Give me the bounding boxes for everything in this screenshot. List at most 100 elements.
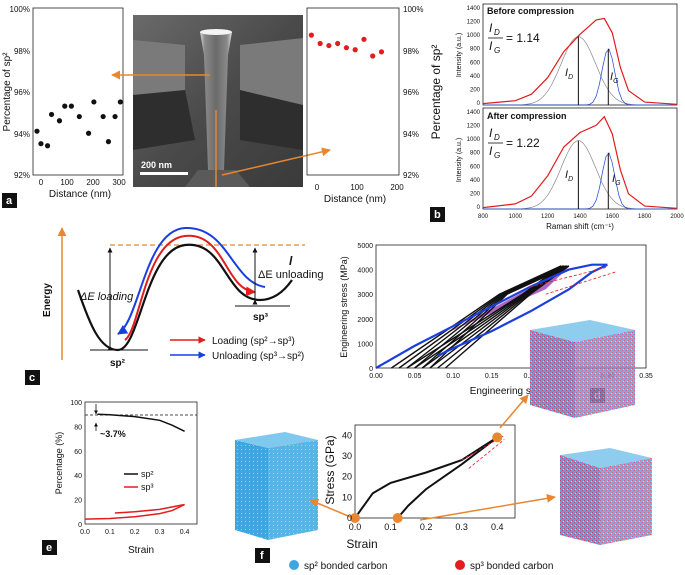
ytick: 4000 — [357, 268, 373, 275]
state-marker — [350, 513, 360, 523]
d-peak-fit — [483, 36, 677, 106]
arrow-to-unloaded-cube — [419, 493, 556, 521]
panel-b-bottom-ylabel: Intensity (a.u.) — [456, 138, 463, 182]
panel-b: Before compression After compression I D… — [430, 3, 684, 231]
xtick: 0.0 — [349, 522, 362, 532]
panel-b-top-title: Before compression — [487, 6, 574, 16]
ytick: 3000 — [357, 292, 373, 299]
xtick: 0.0 — [80, 529, 90, 536]
xtick: 0.10 — [446, 373, 460, 380]
unloading-curve — [396, 436, 498, 519]
ytick: 0 — [347, 513, 352, 523]
xtick: 200 — [86, 178, 100, 187]
data-point — [38, 141, 44, 147]
ytick: 40 — [342, 430, 352, 440]
unloading-path — [117, 226, 266, 335]
panel-a: 100% 98% 96% 94% 92% 0 100 200 300 Perce… — [2, 5, 443, 208]
cube-initial — [235, 432, 318, 540]
xtick: 1400 — [573, 214, 587, 220]
panel-label-f: f — [255, 548, 270, 563]
ytick: 80 — [74, 424, 82, 431]
panel-f-xlabel: Strain — [346, 537, 377, 551]
de-unloading-label: ΔE unloading — [258, 269, 323, 281]
svg-text:b: b — [434, 209, 441, 221]
ytick: 1400 — [467, 110, 481, 116]
ytick: 60 — [74, 449, 82, 456]
svg-text:I: I — [489, 21, 493, 35]
data-point — [62, 103, 68, 109]
panel-e-xlabel: Strain — [128, 545, 154, 556]
legend-sp2-label: sp² — [141, 469, 154, 479]
svg-text:I: I — [489, 126, 493, 140]
data-point — [76, 113, 82, 120]
panel-d-yticks: 0 1000 2000 3000 4000 5000 — [357, 243, 373, 373]
d-peak-fit — [483, 140, 677, 210]
panel-a-left-xticks: 0 100 200 300 — [39, 178, 126, 187]
raman-spectrum — [482, 17, 678, 105]
data-point — [91, 99, 97, 105]
ytick: 20 — [74, 498, 82, 505]
ytick: 96% — [14, 88, 30, 97]
xtick: 0 — [315, 183, 320, 192]
energy-curve — [76, 243, 293, 352]
ytick: 98% — [403, 47, 419, 56]
ytick: 0 — [369, 366, 373, 373]
panel-f-curves — [350, 432, 505, 523]
data-point — [361, 36, 367, 42]
panel-b-top-ratio: I D I G = 1.14 — [488, 21, 540, 55]
arrow-to-initial-cube — [309, 498, 354, 519]
ytick: 92% — [14, 171, 30, 180]
xtick: 0 — [39, 178, 44, 187]
ytick: 40 — [74, 473, 82, 480]
ytick: 1400 — [467, 6, 481, 12]
panel-b-xticks: 800 1000 1200 1400 1600 1800 2000 — [478, 214, 684, 220]
ytick: 100% — [10, 5, 30, 14]
xtick: 0.2 — [420, 522, 433, 532]
panel-a-left-yticks: 100% 98% 96% 94% 92% — [10, 5, 30, 180]
svg-text:a: a — [6, 195, 13, 207]
ytick: 94% — [403, 130, 419, 139]
panel-f-yticks: 0 10 20 30 40 — [342, 430, 352, 523]
data-point — [343, 45, 350, 51]
cycle-curve — [421, 265, 565, 369]
panel-a-right-xticks: 0 100 200 — [315, 183, 404, 192]
data-point — [100, 113, 106, 120]
xtick: 0.2 — [130, 529, 140, 536]
panel-c: Energy ΔE loading ΔE unloading l sp² sp³… — [25, 226, 323, 385]
sp3-curve — [114, 503, 185, 514]
xtick: 0.00 — [369, 373, 383, 380]
ytick: 600 — [470, 60, 481, 66]
xtick: 200 — [390, 183, 404, 192]
data-point — [56, 118, 63, 124]
legend-sp2-dot — [289, 560, 299, 570]
data-point — [335, 40, 341, 47]
legend-unloading-label: Unloading (sp³→sp²) — [212, 351, 304, 362]
data-point — [34, 128, 40, 134]
panel-e-frame — [84, 401, 198, 525]
raman-spectrum — [482, 115, 678, 209]
scale-bar-label: 200 nm — [141, 160, 172, 170]
curve-marker-l: l — [289, 254, 293, 268]
panel-f: 0 10 20 30 40 0.0 0.1 0.2 0.3 0.4 Stress (GPa) S… — [235, 320, 652, 572]
data-point — [68, 103, 74, 109]
ytick: 0 — [477, 101, 481, 107]
panel-label-a: a — [2, 193, 17, 208]
sp2-well-label: sp² — [110, 358, 126, 369]
g-peak-fit — [483, 48, 677, 106]
data-point — [44, 143, 51, 149]
svg-text:I: I — [489, 144, 493, 158]
panel-e-xticks: 0.0 0.1 0.2 0.3 0.4 — [80, 529, 189, 536]
scale-bar — [140, 172, 188, 175]
ytick: 100% — [403, 5, 423, 14]
state-marker — [492, 432, 503, 443]
ytick: 5000 — [357, 243, 373, 250]
svg-text:f: f — [260, 550, 264, 562]
svg-text:G: G — [494, 46, 500, 55]
panel-b-xlabel: Raman shift (cm⁻¹) — [546, 222, 614, 231]
xtick: 1600 — [606, 214, 620, 220]
xtick: 0.05 — [408, 373, 422, 380]
ytick: 1000 — [467, 137, 481, 143]
ytick: 94% — [14, 130, 30, 139]
